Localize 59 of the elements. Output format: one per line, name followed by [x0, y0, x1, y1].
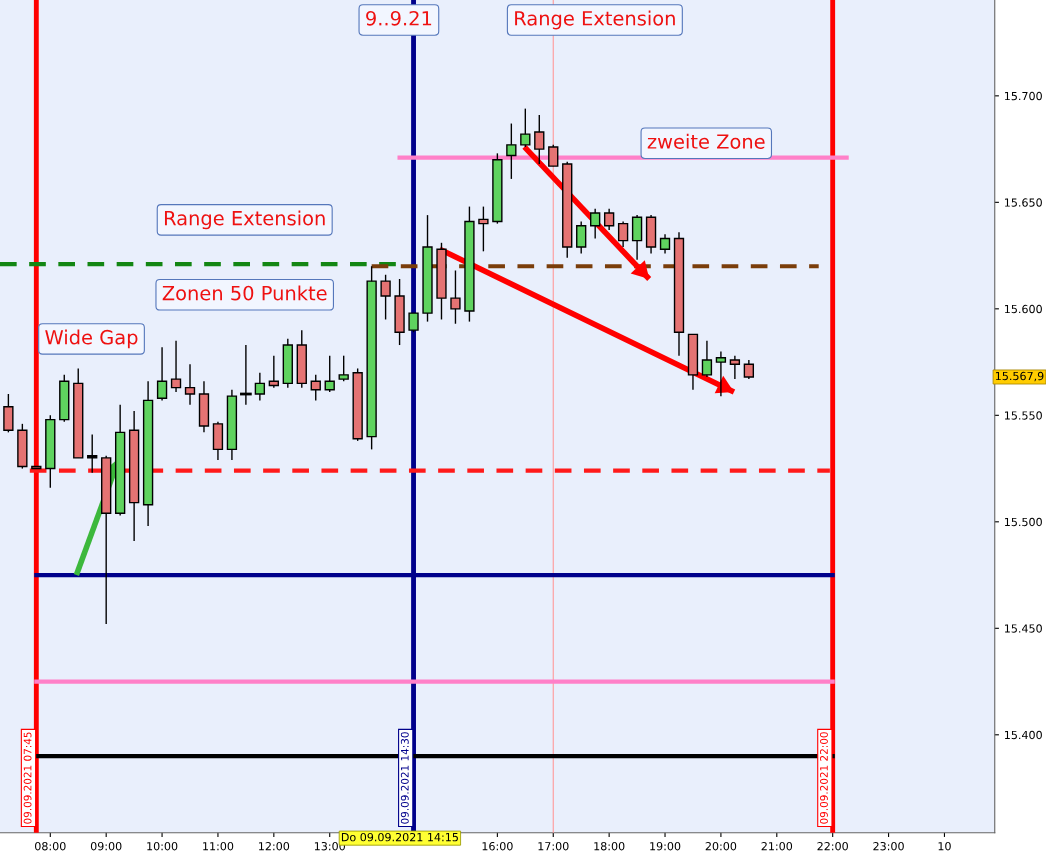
text: 15.567,9: [995, 371, 1044, 382]
y-tick-label: 15.500: [1004, 517, 1042, 527]
candlestick: [170, 340, 182, 393]
annotation: Range Extension: [515, 10, 675, 30]
x-tick-label: 10: [938, 841, 951, 851]
candlestick: [184, 363, 196, 406]
annotation: Zonen 50 Punkte: [162, 285, 327, 301]
x-tick-label: 18:00: [594, 841, 625, 851]
annotation: Wide Gap: [45, 329, 138, 349]
y-tick-label: 15.550: [1004, 411, 1042, 420]
ref-line-label: 09.09.2021 22:00: [819, 732, 828, 824]
candlestick: [506, 122, 517, 180]
y-tick-label: 15.600: [1004, 304, 1042, 314]
x-tick-label: 17:00: [538, 841, 569, 851]
candlestick: [548, 144, 559, 167]
candlestick: [254, 372, 266, 402]
candlestick: [617, 220, 629, 248]
y-tick-label: 15.700: [1004, 91, 1042, 101]
candlestick: [603, 208, 615, 231]
candlestick: [450, 269, 461, 325]
x-tick-label: 10:00: [147, 841, 178, 851]
ref-line-label: 09.09.2021 14:30: [400, 732, 409, 824]
x-tick-label: 22:00: [817, 841, 848, 851]
x-tick-label: 08:00: [35, 841, 66, 851]
annotation: zweite Zone: [647, 133, 765, 149]
candlestick: [729, 354, 741, 380]
candlestick: [520, 107, 531, 148]
y-tick-label: 15.450: [1004, 624, 1042, 633]
candlestick: [590, 208, 601, 240]
candlestick: [3, 393, 14, 434]
y-tick-label: 15.400: [1004, 730, 1042, 740]
x-tick-label: 16:00: [482, 841, 513, 851]
x-tick-label: 19:00: [650, 841, 681, 851]
x-tick-label: 12:00: [259, 841, 290, 851]
candlestick: [87, 433, 98, 474]
candlestick: [310, 374, 321, 402]
x-tick-label: 21:00: [761, 841, 793, 851]
candlestick: [701, 340, 713, 378]
candlestick: [534, 114, 545, 165]
candlestick: [380, 274, 391, 321]
ref-line-label: 09.09.2021 07:45: [23, 732, 32, 824]
candlestick: [715, 350, 727, 397]
candlestick: [324, 354, 335, 393]
candlestick: [408, 312, 419, 333]
annotation: Range Extension: [164, 210, 325, 230]
candlestick: [659, 233, 671, 255]
candlestick: [576, 220, 587, 255]
x-tick-label: 11:00: [203, 841, 234, 851]
y-tick-label: 15.650: [1004, 198, 1042, 207]
candlestick: [338, 354, 349, 382]
candlestick: [156, 346, 168, 402]
annotation: 9..9.21: [366, 10, 432, 26]
x-tick-label: 20:00: [705, 841, 737, 851]
candlestick: [743, 359, 755, 380]
x-tick-label: 09:00: [90, 841, 122, 851]
candlestick: [478, 205, 489, 253]
x-tick-label: 23:00: [873, 841, 904, 851]
candlestick: [631, 214, 643, 261]
candlestick: [240, 344, 252, 406]
